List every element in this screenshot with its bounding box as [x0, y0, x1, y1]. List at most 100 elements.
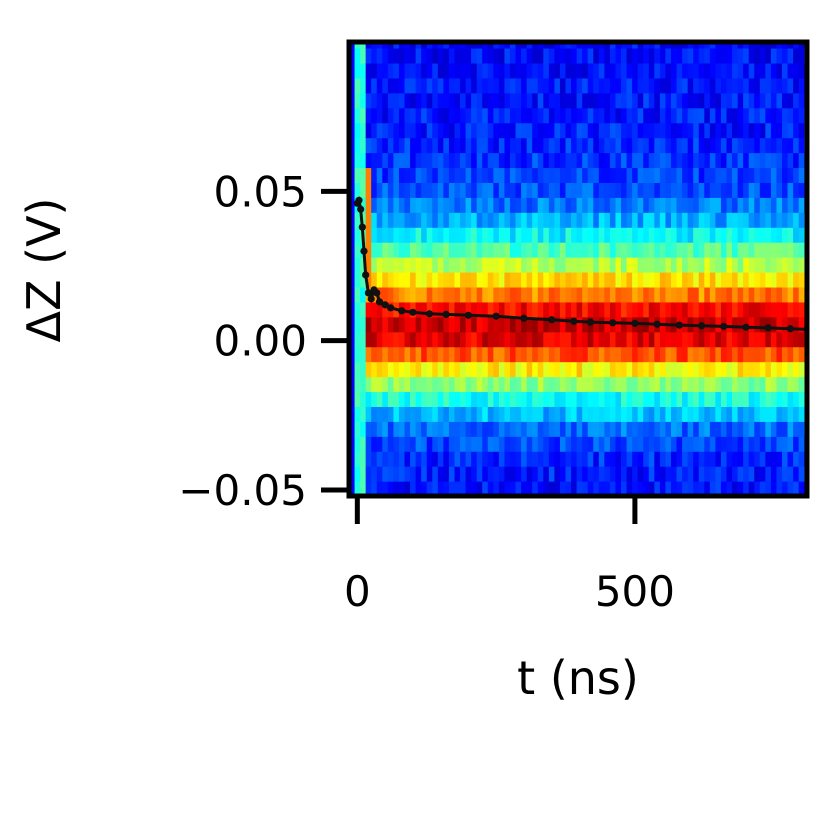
heatmap-cell: [787, 167, 794, 183]
heatmap-cell: [770, 77, 778, 94]
heatmap-cell: [537, 167, 544, 183]
heatmap-cell: [354, 331, 361, 348]
heatmap-cell: [632, 107, 639, 124]
heatmap-cell: [576, 466, 583, 482]
heatmap-cell: [465, 257, 472, 273]
heatmap-cell: [720, 77, 728, 94]
heatmap-cell: [654, 77, 661, 94]
heatmap-cell: [415, 406, 422, 422]
heatmap-cell: [654, 391, 661, 407]
heatmap-cell: [654, 361, 661, 378]
heatmap-cell: [354, 406, 361, 422]
heatmap-cell: [454, 391, 461, 407]
heatmap-cell: [687, 391, 694, 407]
heatmap-cell: [443, 242, 450, 258]
heatmap-cell: [443, 346, 450, 363]
heatmap-cell: [532, 77, 539, 94]
heatmap-cell: [698, 346, 705, 363]
heatmap-cell: [565, 361, 572, 378]
y-tick-label: 0.05: [213, 167, 307, 216]
heatmap-cell: [626, 331, 633, 348]
heatmap-cell: [765, 421, 772, 437]
heatmap-cell: [487, 346, 494, 363]
heatmap-cell: [398, 331, 406, 348]
heatmap-cell: [621, 107, 628, 124]
heatmap-cell: [521, 406, 528, 422]
heatmap-cell: [659, 466, 667, 482]
heatmap-cell: [621, 167, 628, 183]
heatmap-cell: [687, 451, 694, 467]
heatmap-cell: [748, 257, 755, 273]
heatmap-cell: [393, 331, 400, 348]
heatmap-cell: [398, 137, 406, 154]
heatmap-cell: [637, 466, 644, 482]
heatmap-cell: [693, 451, 700, 467]
heatmap-cell: [632, 301, 639, 318]
heatmap-cell: [387, 316, 395, 333]
heatmap-cell: [398, 152, 406, 169]
heatmap-cell: [593, 77, 600, 94]
heatmap-cell: [665, 346, 672, 363]
heatmap-cell: [526, 107, 533, 124]
heatmap-cell: [637, 481, 644, 496]
heatmap-cell: [776, 286, 783, 303]
heatmap-cell: [404, 227, 411, 243]
heatmap-cell: [554, 77, 561, 94]
heatmap-cell: [726, 77, 733, 94]
heatmap-cell: [682, 406, 689, 422]
heatmap-cell: [415, 137, 422, 154]
heatmap-cell: [565, 227, 572, 243]
heatmap-cell: [398, 182, 406, 198]
heatmap-cell: [559, 182, 567, 198]
heatmap-cell: [754, 406, 761, 422]
heatmap-cell: [670, 227, 678, 243]
heatmap-cell: [509, 286, 517, 303]
heatmap-cell: [565, 77, 572, 94]
heatmap-cell: [593, 182, 600, 198]
heatmap-cell: [454, 242, 461, 258]
heatmap-cell: [582, 137, 589, 154]
heatmap-cell: [593, 361, 600, 378]
heatmap-cell: [743, 391, 750, 407]
heatmap-cell: [521, 421, 528, 437]
heatmap-cell: [609, 47, 617, 64]
heatmap-cell: [482, 47, 489, 64]
heatmap-cell: [371, 481, 378, 496]
heatmap-cell: [432, 271, 439, 288]
heatmap-cell: [593, 122, 600, 139]
heatmap-cell: [421, 137, 428, 154]
heatmap-cell: [437, 376, 444, 393]
heatmap-cell: [365, 107, 372, 124]
heatmap-cell: [648, 451, 655, 467]
heatmap-cell: [787, 107, 794, 124]
heatmap-cell: [787, 301, 794, 318]
heatmap-cell: [349, 481, 356, 496]
heatmap-cell: [554, 182, 561, 198]
heatmap-cell: [737, 92, 744, 109]
heatmap-cell: [521, 197, 528, 213]
heatmap-cell: [559, 92, 567, 109]
heatmap-cell: [410, 421, 417, 437]
y-axis-label: ΔZ (V): [17, 198, 71, 343]
heatmap-cell: [415, 107, 422, 124]
heatmap-cell: [426, 361, 433, 378]
heatmap-cell: [482, 361, 489, 378]
heatmap-cell: [387, 137, 395, 154]
heatmap-cell: [504, 406, 511, 422]
heatmap-cell: [393, 167, 400, 183]
heatmap-cell: [393, 316, 400, 333]
heatmap-cell: [748, 122, 755, 139]
heatmap-cell: [682, 167, 689, 183]
heatmap-cell: [471, 436, 478, 452]
heatmap-cell: [621, 182, 628, 198]
heatmap-cell: [715, 167, 722, 183]
heatmap-cell: [448, 361, 456, 378]
heatmap-cell: [382, 271, 389, 288]
heatmap-cell: [521, 182, 528, 198]
heatmap-cell: [748, 301, 755, 318]
heatmap-cell: [759, 481, 766, 496]
heatmap-cell: [398, 271, 406, 288]
heatmap-cell: [782, 122, 789, 139]
heatmap-cell: [737, 197, 744, 213]
heatmap-cell: [532, 316, 539, 333]
